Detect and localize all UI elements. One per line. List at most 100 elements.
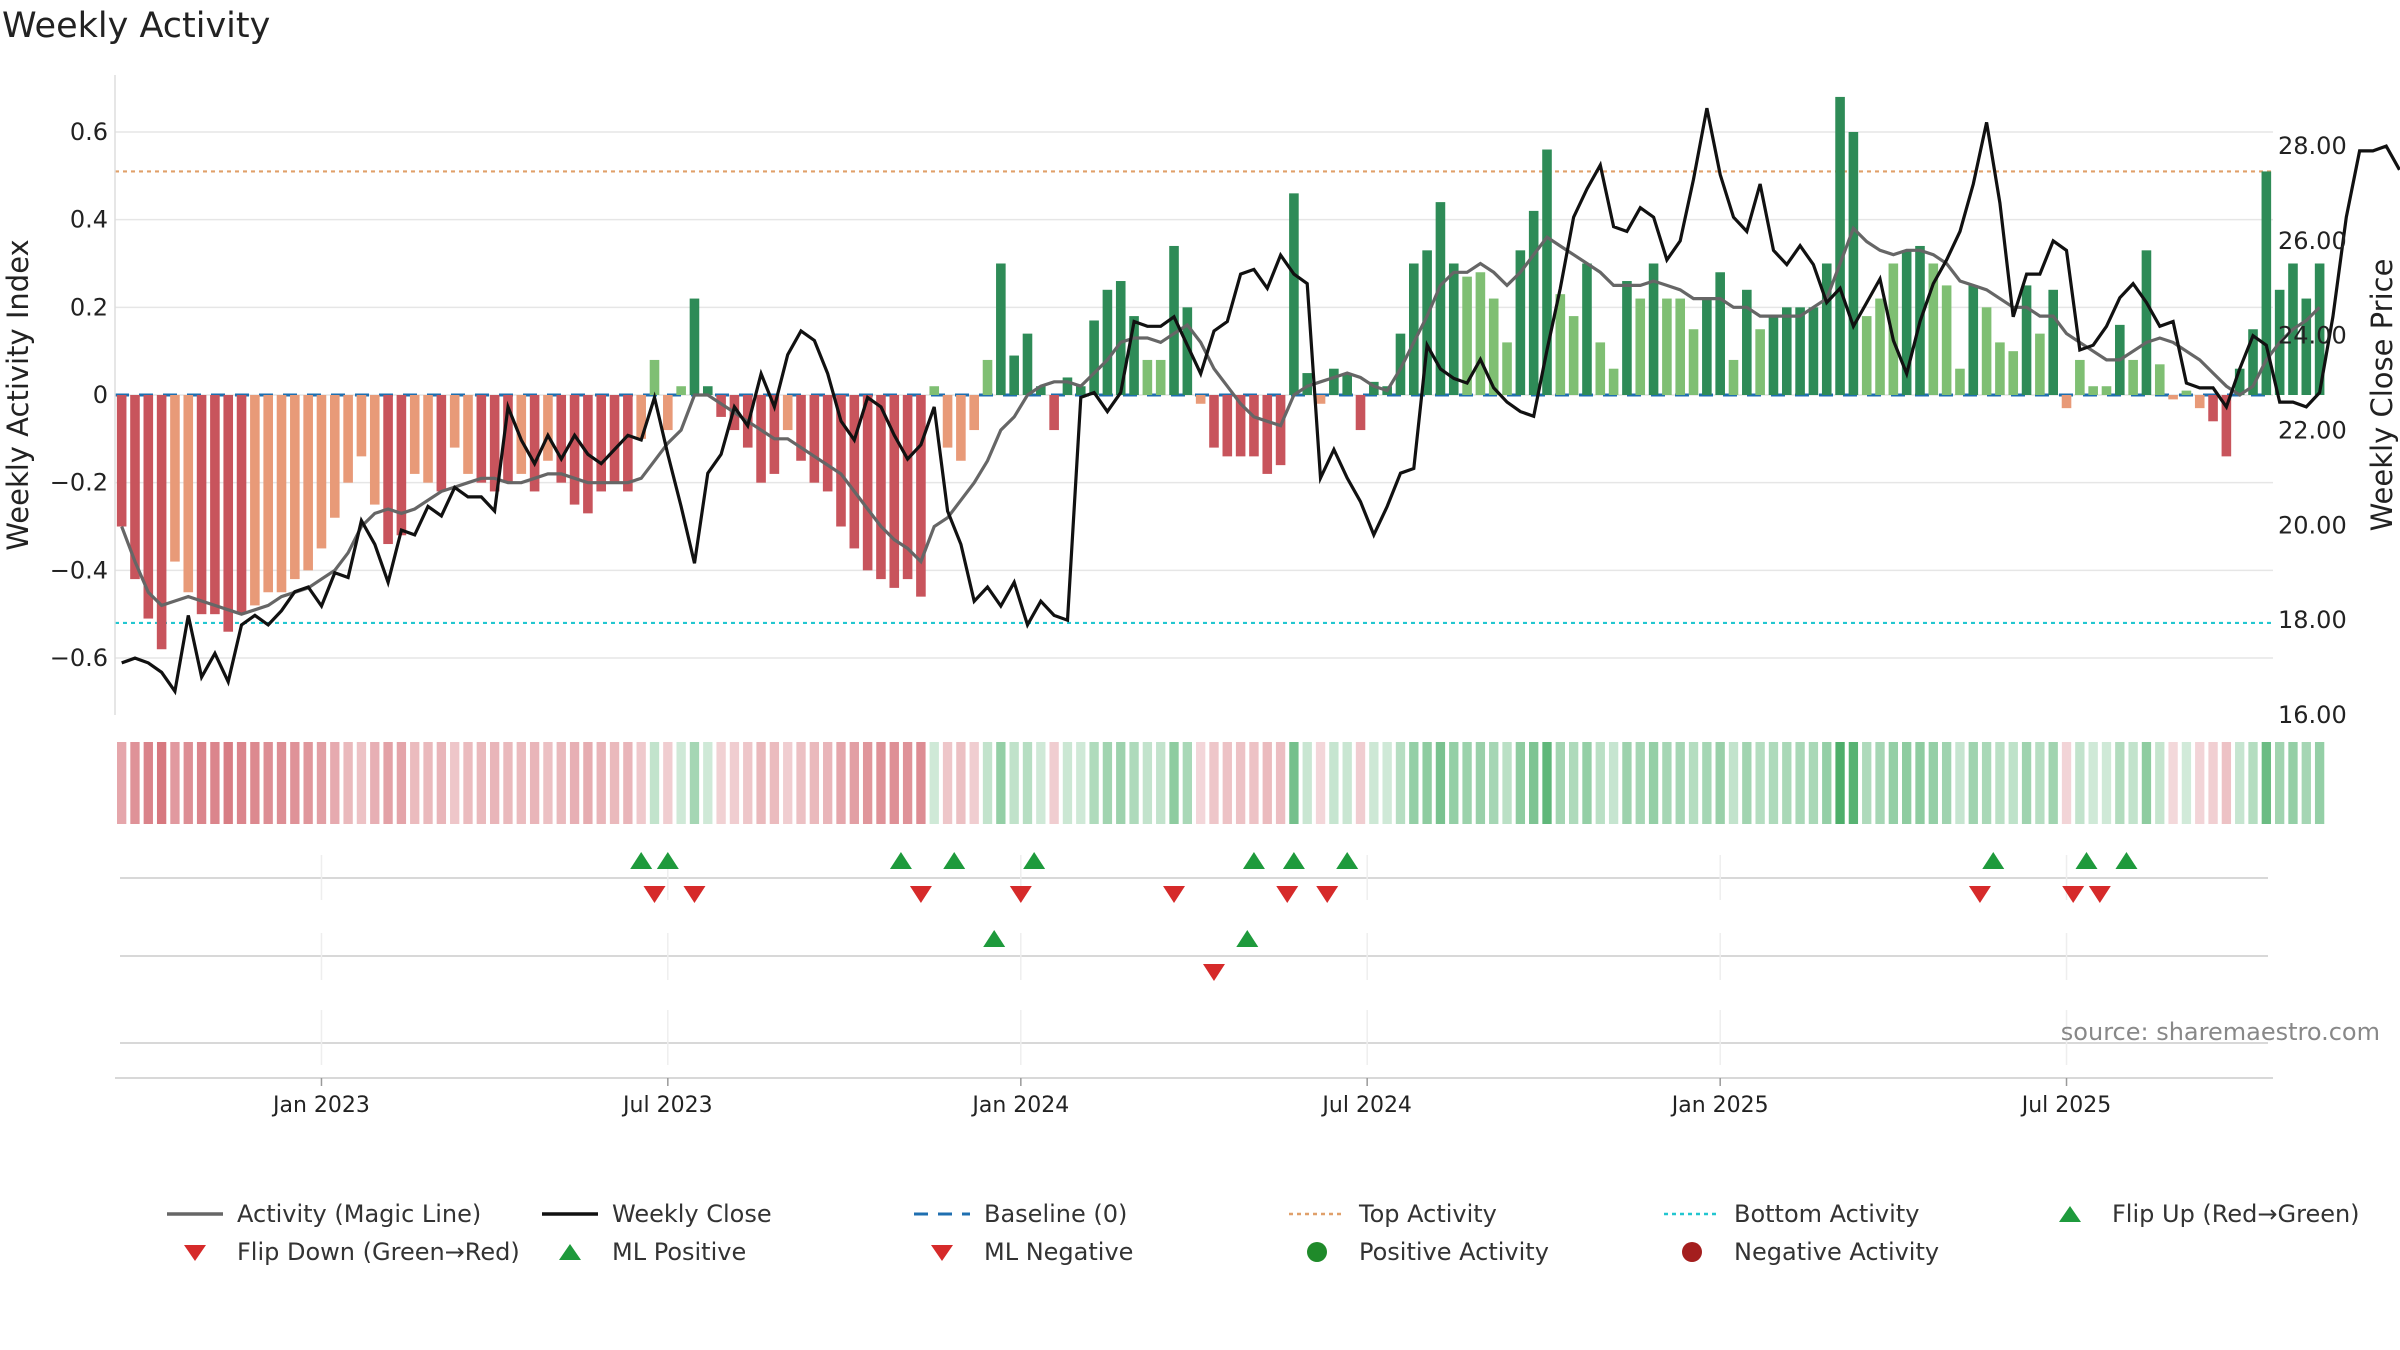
- series-lines: [120, 107, 2400, 696]
- heat-cell: [769, 742, 780, 824]
- activity-bar: [1901, 250, 1912, 395]
- heat-cell: [1648, 742, 1659, 824]
- legend-label-weekly-close: Weekly Close: [612, 1200, 772, 1228]
- activity-bar: [836, 395, 846, 527]
- heat-cell: [1089, 742, 1099, 824]
- heat-cell: [1129, 742, 1139, 824]
- activity-bar: [2181, 390, 2192, 395]
- source-credit: source: sharemaestro.com: [2061, 1018, 2380, 1046]
- flip-up-marker: [1242, 852, 1265, 869]
- heat-cell: [1462, 742, 1472, 824]
- heat-cell: [596, 742, 606, 824]
- heat-cell: [1355, 742, 1366, 824]
- heat-cell: [1608, 742, 1619, 824]
- legend-swatch-positive-activity: [1287, 1240, 1347, 1264]
- activity-bar: [1755, 329, 1765, 395]
- heat-cell: [330, 742, 340, 824]
- activity-bar: [1089, 320, 1099, 395]
- ml-positive-marker: [1236, 930, 1259, 947]
- y-tick-label: 0.6: [70, 118, 108, 146]
- heat-cell: [1315, 742, 1326, 824]
- activity-bar: [876, 395, 886, 580]
- heat-cell: [503, 742, 513, 824]
- activity-bar: [1129, 316, 1139, 395]
- activity-bar: [2154, 364, 2165, 395]
- legend-item-ml-positive: ML Positive: [540, 1238, 746, 1266]
- activity-bar: [1941, 285, 1952, 395]
- legend-label-magic-line: Activity (Magic Line): [237, 1200, 482, 1228]
- activity-bar: [2301, 298, 2312, 395]
- heat-cell: [1182, 742, 1193, 824]
- activity-bar: [183, 395, 194, 593]
- y-axis-label: Weekly Activity Index: [1, 239, 35, 550]
- legend-item-weekly-close: Weekly Close: [540, 1200, 772, 1228]
- activity-bar: [1422, 250, 1432, 395]
- activity-bar: [1102, 289, 1113, 395]
- activity-bar: [476, 395, 487, 483]
- heat-cell: [1289, 742, 1299, 824]
- flip-up-marker: [1282, 852, 1305, 869]
- heat-cell: [489, 742, 500, 824]
- activity-bar: [1608, 368, 1619, 395]
- heat-cell: [823, 742, 833, 824]
- activity-bar: [1702, 298, 1712, 395]
- activity-bar: [1888, 263, 1899, 395]
- heat-cell: [1222, 742, 1232, 824]
- activity-bar: [1688, 329, 1699, 395]
- heat-cell: [250, 742, 260, 824]
- heat-cell: [236, 742, 247, 824]
- activity-bar: [196, 395, 207, 615]
- heat-cell: [396, 742, 407, 824]
- activity-bar: [1289, 193, 1299, 395]
- x-tick-label: Jan 2024: [970, 1093, 1069, 1118]
- heat-cell: [196, 742, 207, 824]
- heat-cell: [2181, 742, 2192, 824]
- activity-bar: [1462, 276, 1472, 395]
- legend-label-negative-activity: Negative Activity: [1734, 1238, 1940, 1266]
- heat-cell: [2208, 742, 2218, 824]
- heat-cell: [916, 742, 926, 824]
- activity-bar: [596, 395, 607, 492]
- activity-bar: [290, 395, 300, 580]
- heat-cell: [1968, 742, 1978, 824]
- activity-bar: [1981, 307, 1992, 395]
- legend-swatch-weekly-close: [540, 1202, 600, 1226]
- heat-cell: [2128, 742, 2138, 824]
- activity-bar: [1049, 395, 1059, 431]
- activity-heat-strip: [116, 742, 2325, 824]
- heat-cell: [1409, 742, 1419, 824]
- heat-cell: [1875, 742, 1885, 824]
- heat-cell: [1715, 742, 1725, 824]
- heat-cell: [876, 742, 886, 824]
- activity-bar: [2128, 359, 2138, 395]
- activity-bar: [2101, 386, 2112, 395]
- heat-cell: [569, 742, 580, 824]
- heat-cell: [716, 742, 726, 824]
- flip-up-marker: [630, 852, 653, 869]
- activity-bar: [1928, 263, 1939, 395]
- y-tick-label: −0.2: [50, 469, 108, 497]
- activity-bar: [503, 395, 513, 483]
- ml-positive-marker: [983, 930, 1006, 947]
- activity-bar: [1675, 298, 1686, 395]
- activity-bar: [1555, 294, 1566, 395]
- x-axis-ticks: Jan 2023 Jul 2023 Jan 2024 Jul 2024 Jan 2025…: [271, 1078, 2111, 1118]
- activity-bar: [2008, 351, 2019, 395]
- heat-cell: [676, 742, 686, 824]
- y2-tick-label: 28.00: [2278, 132, 2347, 160]
- legend-swatch-bottom-activity: [1662, 1202, 1722, 1226]
- heat-cell: [1995, 742, 2005, 824]
- ml-negative-marker: [1202, 964, 1225, 981]
- activity-bar: [2261, 171, 2272, 395]
- heat-cell: [1941, 742, 1952, 824]
- heat-cell: [2195, 742, 2205, 824]
- heat-cell: [556, 742, 566, 824]
- activity-bars: [116, 96, 2325, 650]
- activity-bar: [1195, 395, 1206, 404]
- activity-bar: [2088, 386, 2098, 395]
- heat-cell: [2141, 742, 2152, 824]
- y2-tick-label: 20.00: [2278, 511, 2347, 539]
- activity-bar: [343, 395, 353, 483]
- activity-bar: [556, 395, 567, 483]
